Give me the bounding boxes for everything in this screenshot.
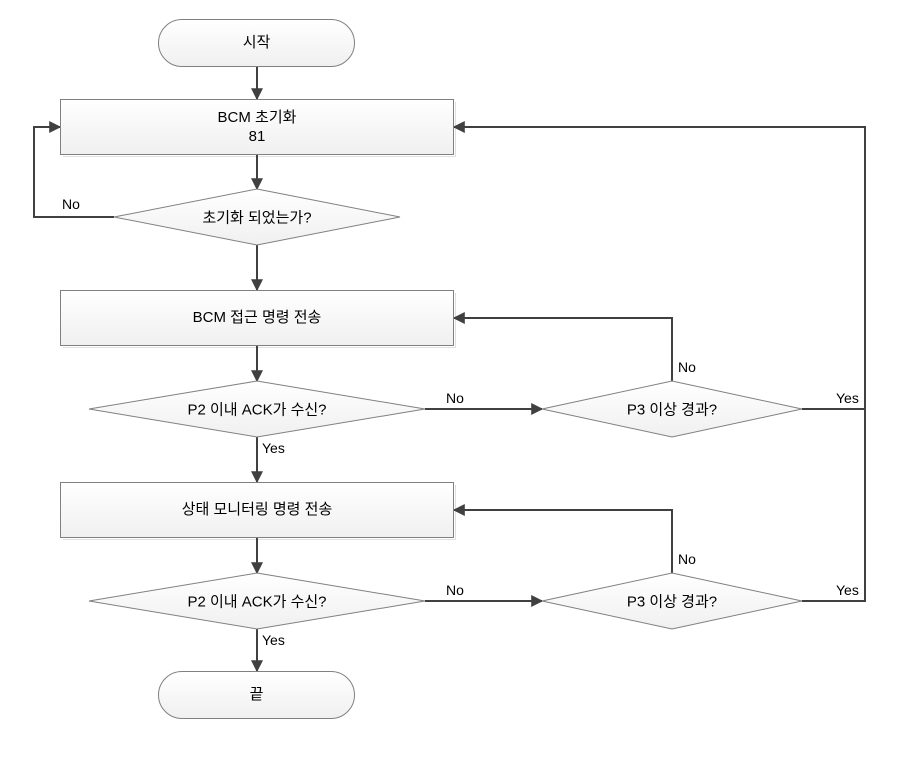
process-init: BCM 초기화81	[60, 99, 454, 155]
decision-d_init-wrap: 초기화 되었는가?	[114, 189, 400, 245]
process-access-label: BCM 접근 명령 전송	[193, 308, 322, 328]
flowchart-canvas: 시작 BCM 초기화81 초기화 되었는가? BCM 접근 명령 전송 P2 이내 AC…	[0, 0, 910, 767]
edge-label-4: Yes	[262, 440, 285, 456]
decision-d_ack2-wrap: P2 이내 ACK가 수신?	[89, 573, 425, 629]
edge	[802, 409, 865, 601]
edge	[454, 318, 672, 381]
decision-d_p3b-wrap: P3 이상 경과?	[542, 573, 802, 629]
edge-label-1: No	[446, 390, 464, 406]
decision-d_p3a-label: P3 이상 경과?	[627, 399, 717, 420]
decision-d_p3a-wrap: P3 이상 경과?	[542, 381, 802, 437]
edge-label-3: Yes	[836, 390, 859, 406]
edge	[454, 510, 672, 573]
decision-d_p3b-label: P3 이상 경과?	[627, 591, 717, 612]
decision-d_ack1-label: P2 이내 ACK가 수신?	[187, 399, 326, 420]
process-monitor: 상태 모니터링 명령 전송	[60, 482, 454, 538]
terminator-start: 시작	[158, 19, 355, 67]
edge-label-0: No	[62, 196, 80, 212]
edge	[454, 127, 865, 409]
process-init-label: BCM 초기화81	[218, 108, 297, 147]
terminator-end-label: 끝	[250, 685, 264, 705]
edge-label-8: Yes	[262, 632, 285, 648]
terminator-start-label: 시작	[243, 33, 271, 53]
edge-label-5: No	[446, 582, 464, 598]
edge-label-6: No	[678, 551, 696, 567]
edge-label-7: Yes	[836, 582, 859, 598]
process-access: BCM 접근 명령 전송	[60, 290, 454, 346]
decision-d_ack2-label: P2 이내 ACK가 수신?	[187, 591, 326, 612]
process-monitor-label: 상태 모니터링 명령 전송	[182, 500, 333, 520]
terminator-end: 끝	[158, 671, 355, 719]
decision-d_ack1-wrap: P2 이내 ACK가 수신?	[89, 381, 425, 437]
decision-d_init-label: 초기화 되었는가?	[202, 207, 311, 228]
edge-label-2: No	[678, 359, 696, 375]
